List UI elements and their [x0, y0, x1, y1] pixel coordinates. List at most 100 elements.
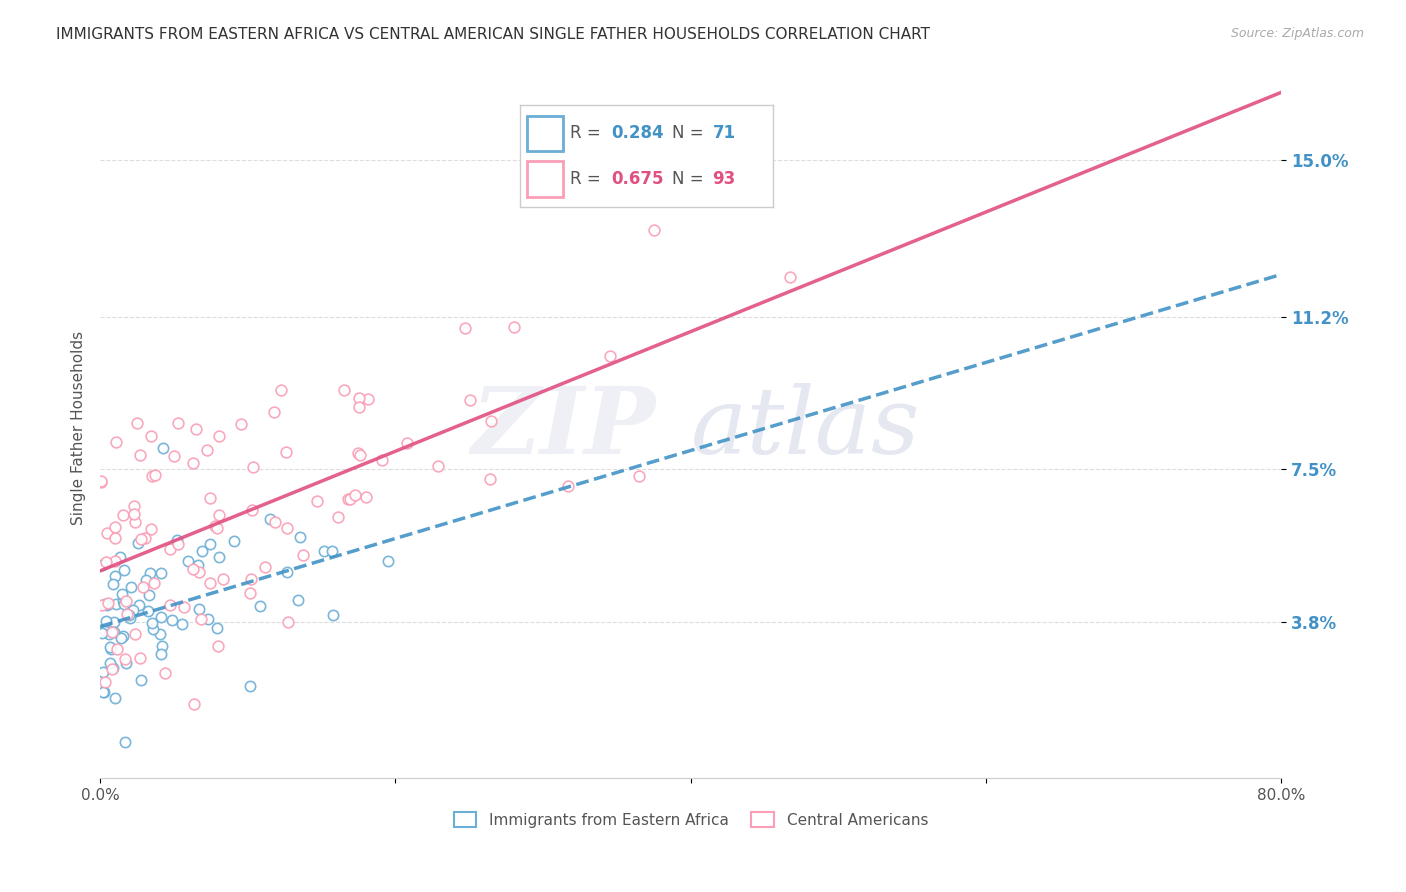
Point — [454, 321, 477, 335]
Point — [112, 597, 135, 611]
Point — [502, 320, 524, 334]
Point — [395, 436, 418, 450]
Point — [112, 508, 135, 522]
Point — [111, 587, 134, 601]
Point — [120, 611, 142, 625]
Point — [229, 417, 252, 432]
Point — [104, 690, 127, 705]
Y-axis label: Single Father Households: Single Father Households — [72, 331, 86, 524]
Point — [149, 566, 172, 580]
Point — [104, 520, 127, 534]
Point — [112, 629, 135, 643]
Point — [427, 459, 450, 474]
Point — [208, 428, 231, 442]
Point — [190, 612, 212, 626]
Point — [181, 562, 204, 576]
Point — [347, 446, 370, 460]
Point — [188, 601, 211, 615]
Point — [134, 531, 156, 545]
Point — [377, 554, 399, 568]
Point — [357, 392, 380, 407]
Point — [347, 391, 370, 405]
Point — [287, 593, 309, 607]
Point — [208, 508, 231, 522]
Point — [101, 576, 124, 591]
Point — [115, 607, 138, 622]
Point — [110, 631, 132, 645]
Point — [114, 652, 136, 666]
Point — [479, 414, 502, 428]
Point — [98, 640, 121, 654]
Point — [207, 639, 229, 653]
Point — [779, 269, 801, 284]
Point — [115, 656, 138, 670]
Point — [240, 502, 263, 516]
Point — [349, 448, 371, 462]
Point — [98, 656, 121, 670]
Point — [127, 535, 149, 549]
Point — [128, 598, 150, 612]
Point — [108, 549, 131, 564]
Point — [479, 472, 502, 486]
Point — [145, 468, 167, 483]
Point — [103, 625, 125, 640]
Point — [93, 624, 115, 638]
Point — [96, 525, 118, 540]
Point — [321, 544, 343, 558]
Point — [188, 565, 211, 579]
Point — [643, 223, 665, 237]
Point — [120, 581, 142, 595]
Text: ZIP: ZIP — [471, 383, 655, 473]
Point — [118, 608, 141, 623]
Point — [142, 575, 165, 590]
Point — [103, 615, 125, 630]
Point — [354, 490, 377, 504]
Point — [458, 392, 481, 407]
Point — [276, 566, 298, 580]
Point — [344, 488, 367, 502]
Point — [91, 685, 114, 699]
Point — [105, 642, 128, 657]
Point — [184, 422, 207, 436]
Point — [166, 533, 188, 548]
Point — [198, 575, 221, 590]
Point — [96, 599, 118, 613]
Point — [90, 474, 112, 488]
Point — [176, 554, 198, 568]
Point — [159, 599, 181, 613]
Point — [122, 500, 145, 514]
Point — [127, 416, 149, 430]
Point — [100, 641, 122, 656]
Point — [103, 661, 125, 675]
Point — [132, 580, 155, 594]
Point — [91, 665, 114, 679]
Point — [159, 541, 181, 556]
Point — [222, 534, 245, 549]
Point — [270, 383, 292, 397]
Point — [114, 735, 136, 749]
Point — [153, 666, 176, 681]
Point — [333, 383, 356, 397]
Point — [253, 559, 276, 574]
Point — [163, 449, 186, 463]
Point — [150, 639, 173, 653]
Point — [198, 491, 221, 505]
Point — [370, 453, 392, 467]
Point — [242, 460, 264, 475]
Point — [305, 494, 328, 508]
Point — [97, 627, 120, 641]
Legend: Immigrants from Eastern Africa, Central Americans: Immigrants from Eastern Africa, Central … — [447, 805, 934, 834]
Point — [212, 572, 235, 586]
Point — [314, 543, 336, 558]
Point — [93, 685, 115, 699]
Point — [627, 469, 650, 483]
Point — [129, 673, 152, 688]
Point — [167, 537, 190, 551]
Point — [96, 614, 118, 628]
Point — [100, 622, 122, 636]
Point — [128, 448, 150, 462]
Point — [204, 518, 226, 533]
Point — [187, 558, 209, 572]
Point — [162, 613, 184, 627]
Point — [138, 566, 160, 581]
